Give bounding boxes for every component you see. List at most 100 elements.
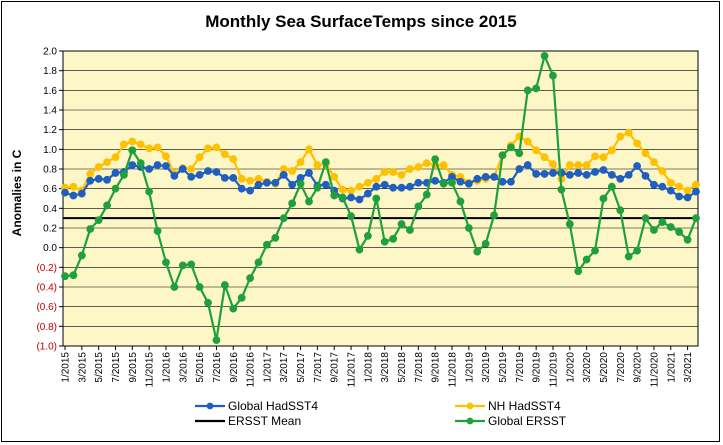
data-point: [675, 182, 684, 191]
data-point: [187, 172, 196, 181]
data-point: [439, 161, 448, 169]
legend-label: ERSST Mean: [228, 414, 301, 428]
data-point: [633, 246, 642, 255]
data-point: [103, 175, 111, 184]
data-point: [380, 180, 389, 189]
legend-swatch-marker: [466, 402, 474, 410]
y-tick-label: 0.2: [43, 224, 57, 235]
x-tick-label: 7/2017: [313, 352, 324, 383]
data-point: [128, 137, 137, 146]
data-point: [616, 174, 625, 183]
data-point: [507, 177, 515, 186]
data-point: [406, 226, 414, 234]
data-point: [288, 167, 297, 175]
data-point: [515, 149, 524, 158]
x-tick-label: 11/2020: [649, 352, 660, 388]
data-point: [397, 220, 406, 228]
data-point: [136, 159, 145, 168]
data-point: [616, 132, 625, 141]
data-point: [212, 168, 221, 176]
data-point: [220, 281, 229, 289]
legend-item: ERSST Mean: [195, 414, 301, 428]
data-point: [683, 193, 692, 202]
data-point: [111, 169, 120, 177]
data-point: [61, 188, 69, 197]
data-point: [237, 174, 246, 183]
x-tick-label: 5/2015: [94, 352, 105, 383]
series-global-ersst: [61, 52, 700, 345]
data-point: [77, 251, 86, 260]
data-point: [607, 171, 616, 179]
data-point: [263, 240, 271, 249]
x-tick-label: 1/2015: [61, 352, 72, 383]
data-point: [162, 152, 170, 161]
data-point: [658, 218, 667, 227]
data-point: [481, 239, 490, 248]
y-tick-label: 0.4: [43, 204, 57, 215]
data-point: [212, 336, 221, 345]
data-point: [94, 163, 103, 171]
data-point: [464, 179, 473, 188]
data-point: [481, 172, 490, 181]
x-tick-label: 3/2015: [77, 352, 88, 383]
y-tick-label: 1.2: [43, 125, 57, 136]
data-point: [565, 171, 574, 179]
y-tick-label: (0.8): [36, 322, 57, 333]
data-point: [77, 189, 86, 198]
data-point: [212, 143, 221, 152]
data-point: [574, 267, 583, 276]
data-point: [338, 193, 347, 202]
data-point: [532, 84, 541, 93]
data-point: [464, 224, 473, 232]
data-point: [532, 146, 541, 155]
data-point: [683, 186, 692, 195]
data-point: [187, 165, 196, 173]
data-point: [372, 194, 381, 203]
y-tick-label: 0.0: [43, 243, 57, 254]
data-point: [195, 153, 204, 162]
data-point: [557, 185, 566, 194]
data-point: [666, 223, 675, 231]
data-point: [103, 201, 111, 210]
data-point: [456, 197, 465, 206]
data-point: [540, 52, 549, 60]
x-tick-label: 1/2019: [464, 352, 475, 383]
series-global-hadsst4: [61, 161, 700, 204]
data-point: [675, 228, 684, 236]
data-point: [599, 194, 608, 203]
data-point: [254, 258, 263, 267]
data-point: [523, 137, 532, 146]
data-point: [641, 214, 650, 223]
data-point: [692, 214, 700, 223]
data-point: [246, 176, 254, 185]
data-point: [574, 161, 583, 169]
data-point: [347, 186, 355, 195]
x-tick-label: 11/2018: [448, 352, 459, 388]
data-point: [532, 170, 541, 178]
data-point: [414, 163, 423, 171]
data-point: [624, 252, 633, 261]
x-tick-label: 3/2016: [178, 352, 189, 383]
x-tick-label: 7/2016: [212, 352, 223, 383]
data-point: [473, 247, 482, 256]
data-point: [692, 187, 700, 196]
x-tick-label: 9/2016: [229, 352, 240, 383]
data-point: [473, 174, 482, 183]
data-point: [683, 235, 692, 244]
data-point: [178, 261, 187, 270]
data-point: [389, 168, 398, 176]
data-point: [422, 159, 431, 168]
data-point: [170, 283, 179, 291]
y-axis-label: Anomalies in C: [10, 149, 24, 236]
data-point: [153, 143, 162, 152]
legend-swatch-marker: [466, 417, 474, 425]
data-point: [305, 197, 313, 206]
data-point: [591, 246, 599, 255]
y-tick-label: (1.0): [36, 342, 57, 353]
data-point: [389, 183, 398, 192]
data-point: [599, 166, 608, 174]
x-tick-label: 9/2018: [431, 352, 442, 383]
data-point: [145, 187, 154, 196]
legend-item: Global ERSST: [455, 414, 567, 428]
data-point: [607, 182, 616, 191]
